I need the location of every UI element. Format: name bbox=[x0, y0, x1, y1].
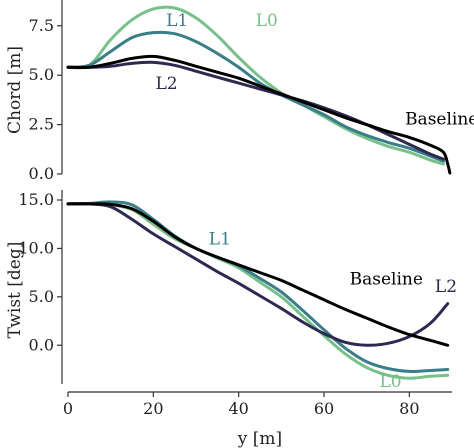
twist-series-baseline-label: Baseline bbox=[350, 269, 423, 289]
chord-series-l1-line bbox=[66, 30, 445, 163]
chord-series-l1-label: L1 bbox=[166, 11, 188, 31]
twist-y-tick-label: 15.0 bbox=[18, 190, 54, 209]
twist-x-tick-label: 0 bbox=[63, 399, 73, 418]
twist-panel: 0.0 5.0 10.0 15.0 Twist [deg] 0 20 40 60 80 y [m] L… bbox=[5, 190, 457, 448]
twist-x-tick-label: 20 bbox=[143, 399, 163, 418]
twist-y-tick-label: 10.0 bbox=[18, 238, 54, 257]
twist-y-tick-label: 0.0 bbox=[29, 335, 54, 354]
twist-series-l2-label: L2 bbox=[435, 277, 457, 297]
chord-series-l2-label: L2 bbox=[155, 74, 177, 94]
twist-x-tick-label: 40 bbox=[228, 399, 248, 418]
chord-y-tick-label: 2.5 bbox=[29, 115, 54, 134]
chord-series-l2-line bbox=[66, 60, 445, 161]
chord-series-baseline-line bbox=[66, 54, 452, 175]
twist-series-l0-line bbox=[66, 202, 450, 380]
twist-series-l0-label: L0 bbox=[379, 372, 401, 392]
twist-x-axis-label: y [m] bbox=[237, 429, 282, 448]
chord-y-tick-label: 0.0 bbox=[29, 164, 54, 183]
twist-y-axis-label: Twist [deg] bbox=[5, 242, 25, 339]
chord-series-l0-label: L0 bbox=[256, 11, 278, 31]
chord-y-axis-label: Chord [m] bbox=[5, 46, 25, 134]
twist-x-tick-label: 60 bbox=[314, 399, 334, 418]
twist-y-tick-label: 5.0 bbox=[29, 287, 54, 306]
chord-y-tick-label: 7.5 bbox=[29, 16, 54, 35]
twist-x-tick-label: 80 bbox=[399, 399, 419, 418]
chord-y-tick-label: 5.0 bbox=[29, 65, 54, 84]
chord-series-l0-line bbox=[66, 5, 445, 166]
twist-series-l1-label: L1 bbox=[209, 230, 231, 250]
twist-series-baseline-line bbox=[66, 202, 450, 347]
chord-series-baseline-label: Baseline bbox=[405, 110, 474, 130]
twist-series-l1-line bbox=[66, 200, 450, 373]
twist-series-l2-line bbox=[66, 202, 450, 347]
